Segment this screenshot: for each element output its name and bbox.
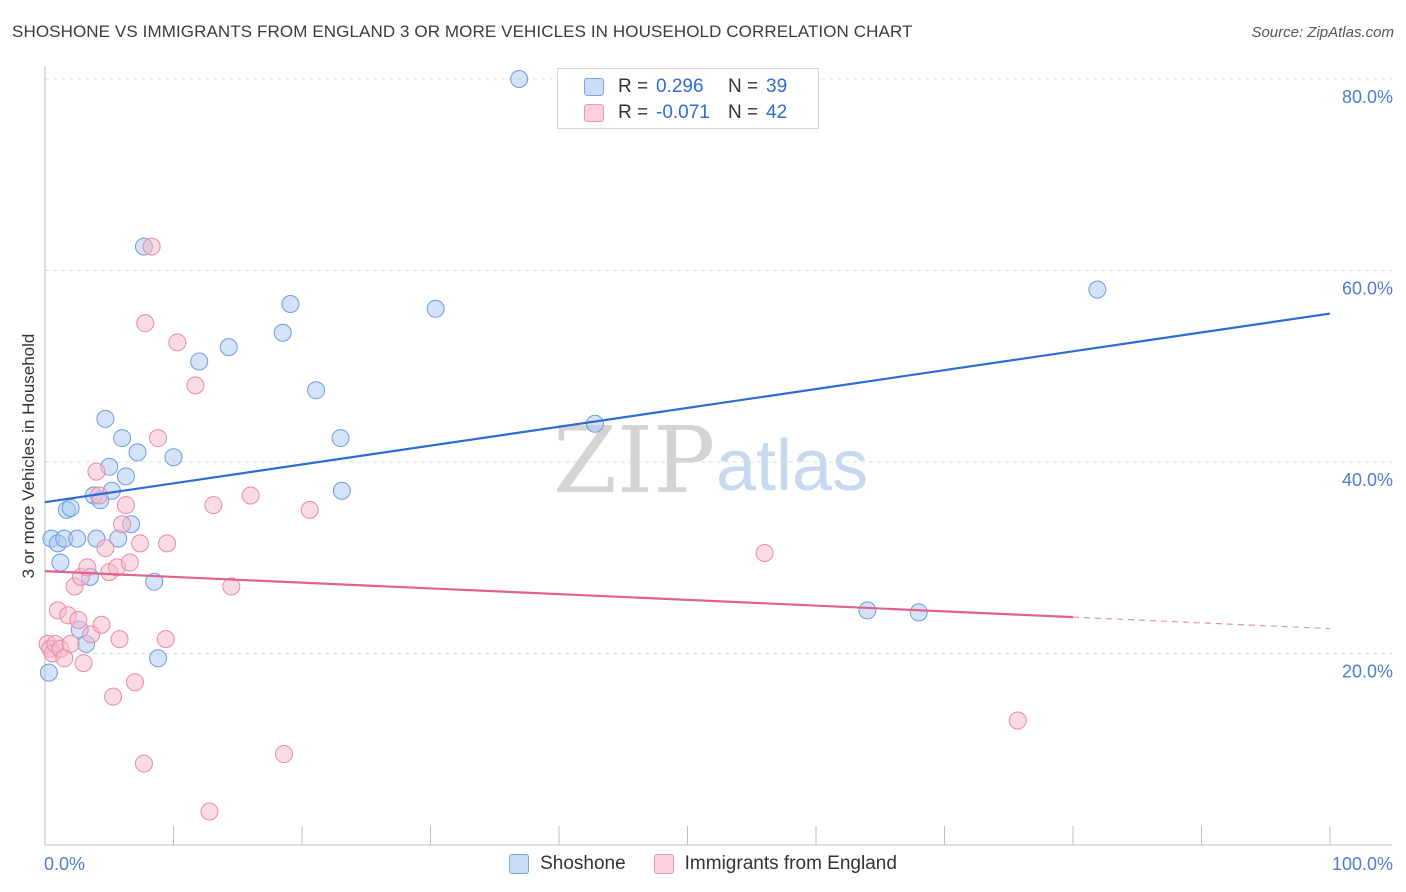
england-point (104, 687, 123, 706)
england-point (96, 539, 115, 558)
england-point (158, 534, 177, 553)
shoshone-point (51, 553, 70, 572)
england-point (204, 496, 223, 515)
shoshone-point (39, 663, 58, 682)
england-point (156, 630, 175, 649)
shoshone-point (113, 429, 132, 448)
legend-item-shoshone[interactable]: Shoshone (509, 853, 626, 875)
n-value: 39 (766, 76, 788, 97)
england-point (74, 654, 93, 673)
legend-label-shoshone: Shoshone (540, 853, 626, 874)
england-point (110, 630, 129, 649)
shoshone-point (858, 601, 877, 620)
england-point (116, 496, 135, 515)
england-point (275, 745, 294, 764)
shoshone-point (190, 352, 209, 371)
shoshone-point (116, 467, 135, 486)
shoshone-point (61, 498, 80, 517)
chart-title: SHOSHONE VS IMMIGRANTS FROM ENGLAND 3 OR… (12, 22, 913, 41)
stats-legend-row-england: R = -0.071 N = 42 (558, 100, 787, 126)
shoshone-point (96, 409, 115, 428)
n-value: 42 (766, 102, 788, 123)
england-point (241, 486, 260, 505)
legend-label-england: Immigrants from England (684, 853, 897, 874)
england-legend-swatch (653, 854, 674, 874)
y-tick-label: 40.0% (1342, 470, 1393, 490)
r-label: R = (618, 76, 649, 97)
shoshone-point (149, 649, 168, 668)
n-label: N = (728, 76, 759, 97)
shoshone-point (68, 529, 87, 548)
shoshone-point (909, 603, 928, 622)
england-point (131, 534, 150, 553)
england-point (755, 543, 774, 562)
shoshone-point (1088, 280, 1107, 299)
england-point (87, 462, 106, 481)
shoshone-point (331, 429, 350, 448)
england-point (200, 802, 219, 821)
shoshone-point (145, 572, 164, 591)
shoshone-trend-line (44, 312, 1331, 504)
england-point (92, 615, 111, 634)
england-point (142, 237, 161, 256)
shoshone-point (332, 481, 351, 500)
watermark-zip: ZIP (553, 407, 715, 514)
shoshone-point (281, 295, 300, 314)
england-point (61, 634, 80, 653)
y-axis-title: 3 or more Vehicles in Household (19, 334, 38, 579)
shoshone-legend-swatch (509, 854, 530, 874)
stats-legend-row-shoshone: R = 0.296 N = 39 (558, 74, 787, 100)
shoshone-point (307, 381, 326, 400)
legend-item-england[interactable]: Immigrants from England (653, 853, 897, 875)
england-point (113, 515, 132, 534)
shoshone-point (128, 443, 147, 462)
england-point (186, 376, 205, 395)
england-point (149, 429, 168, 448)
england-point (300, 500, 319, 519)
watermark-atlas: atlas (716, 426, 868, 506)
shoshone-point (426, 299, 445, 318)
x-tick-label: 0.0% (44, 854, 85, 874)
england-point (136, 314, 155, 333)
england-point (69, 610, 88, 629)
source-label: Source: ZipAtlas.com (1251, 24, 1394, 41)
england-point (125, 673, 144, 692)
england-trend-extension (1072, 616, 1331, 630)
shoshone-point (219, 338, 238, 357)
shoshone-swatch (584, 78, 604, 96)
r-value: 0.296 (656, 76, 704, 97)
series-legend: Shoshone Immigrants from England (0, 851, 1406, 877)
england-point (1008, 711, 1027, 730)
england-point (134, 754, 153, 773)
shoshone-point (510, 70, 529, 88)
england-point (78, 558, 97, 577)
y-tick-label: 20.0% (1342, 662, 1393, 682)
y-tick-label: 80.0% (1342, 87, 1393, 107)
n-label: N = (728, 102, 759, 123)
stats-legend: R = 0.296 N = 39 R = -0.071 N = 42 (557, 68, 819, 129)
shoshone-point (164, 448, 183, 467)
shoshone-point (273, 323, 292, 342)
england-point (120, 553, 139, 572)
y-tick-label: 60.0% (1342, 279, 1393, 299)
england-trend-line (44, 570, 1074, 619)
england-point (168, 333, 187, 352)
r-value: -0.071 (656, 102, 710, 123)
england-swatch (584, 104, 604, 122)
r-label: R = (618, 102, 649, 123)
x-tick-label: 100.0% (1332, 854, 1393, 874)
england-point (222, 577, 241, 596)
shoshone-point (585, 414, 604, 433)
